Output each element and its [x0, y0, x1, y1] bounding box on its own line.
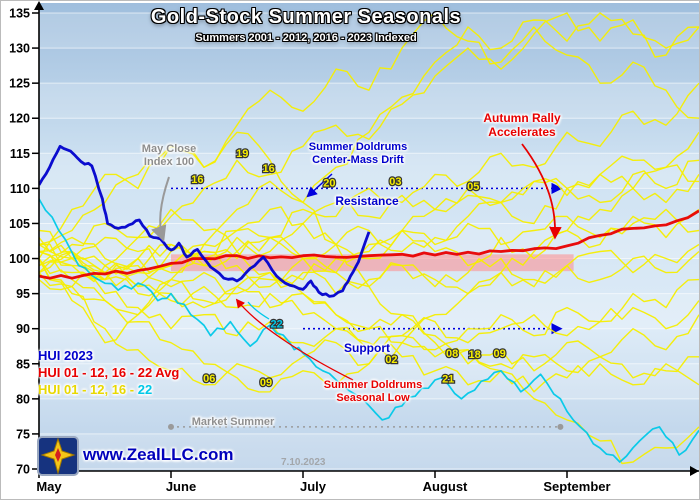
y-tick-label: 95	[16, 287, 30, 301]
series-hui-2021	[39, 243, 699, 393]
seasonal-low-arrow-icon	[235, 298, 354, 381]
series-hui-01-12-16-22-avg	[39, 209, 699, 280]
y-tick-label: 100	[9, 252, 30, 266]
series-hui-2023	[39, 144, 371, 298]
series-hui-2009	[39, 174, 699, 393]
series-hui-2016	[39, 12, 699, 246]
series-hui-2005	[39, 131, 699, 316]
annotation-may-close-line1: May Close	[141, 143, 197, 155]
date-stamp: 7.10.2023	[281, 457, 326, 468]
y-tick-label: 80	[16, 392, 30, 406]
x-tick-label: July	[300, 479, 327, 494]
year-label: 16	[191, 174, 203, 186]
series-hui-2007	[39, 208, 699, 278]
series-hui-2012	[39, 250, 699, 351]
annotation-doldrums-line2: Center-Mass Drift	[312, 153, 404, 166]
y-tick-label: 105	[9, 217, 30, 231]
series-hui-2011	[39, 243, 699, 295]
series-hui-2010	[39, 164, 699, 274]
y-tick-label: 130	[9, 42, 30, 56]
annotation-autumn-line2: Accelerates	[488, 125, 556, 140]
y-tick-label: 110	[10, 182, 30, 196]
y-tick-label: 85	[16, 357, 30, 371]
series-hui-2017	[39, 208, 699, 274]
y-tick-label: 115	[10, 147, 30, 161]
series-hui-2020	[39, 12, 699, 344]
year-label: 21	[442, 374, 454, 386]
year-label: 09	[494, 348, 506, 360]
x-tick-label: September	[543, 479, 610, 494]
annotation-low-line1: Summer Doldrums	[323, 379, 423, 391]
annotation-resistance: Resistance	[335, 194, 399, 208]
zeal-logo	[37, 436, 79, 476]
x-tick-label: May	[36, 479, 62, 494]
year-label: 09	[260, 377, 272, 389]
annotation-support: Support	[344, 341, 390, 355]
legend-hui-years-prefix: HUI 01 - 12, 16 -	[38, 382, 138, 397]
x-tick-label: August	[423, 479, 468, 494]
year-label: 02	[385, 354, 397, 366]
annotation-seasonal-low: Summer Doldrums Seasonal Low	[324, 379, 422, 405]
doldrums-arrow-icon	[306, 173, 333, 198]
series-hui-2018	[39, 250, 699, 386]
year-label: 06	[203, 373, 215, 385]
series-hui-2019	[39, 12, 699, 274]
series-hui-2004	[39, 237, 699, 295]
annotation-may-close-line2: Index 100	[143, 155, 195, 168]
year-label: 16	[263, 163, 275, 175]
year-label: 22	[270, 318, 282, 330]
series-hui-2003	[39, 82, 699, 291]
y-tick-label: 75	[16, 427, 30, 441]
annotation-market-summer: Market Summer	[191, 416, 275, 428]
autumn-rally-arrow-icon	[521, 143, 562, 240]
y-tick-label: 120	[9, 112, 30, 126]
year-label: 19	[236, 148, 248, 160]
legend-hui-years: HUI 01 - 12, 16 - 22	[38, 382, 152, 397]
year-label: 03	[389, 176, 401, 188]
series-hui-2022	[39, 198, 699, 463]
legend-hui-2023: HUI 2023	[38, 348, 93, 363]
year-label: 05	[467, 181, 479, 193]
chart-subtitle: Summers 2001 - 2012, 2016 - 2023 Indexed	[195, 32, 417, 44]
year-label: 20	[323, 177, 335, 189]
annotation-doldrums-line1: Summer Doldrums	[308, 141, 408, 153]
annotation-autumn-rally: Autumn Rally Accelerates	[483, 111, 560, 139]
year-label: 08	[446, 348, 458, 360]
annotation-doldrums-drift: Summer Doldrums Center-Mass Drift	[309, 141, 407, 167]
y-tick-label: 125	[9, 77, 30, 91]
zeal-website-link[interactable]: www.ZealLLC.com	[83, 445, 234, 464]
y-tick-label: 70	[16, 463, 30, 477]
annotation-may-close: May Close Index 100	[142, 143, 196, 169]
series-layer	[39, 12, 699, 465]
year-label: 18	[468, 349, 480, 361]
x-axis-arrow-icon	[690, 466, 699, 476]
may-close-arrow-icon	[151, 176, 170, 243]
annotation-low-line2: Seasonal Low	[336, 391, 410, 404]
chart-title: Gold-Stock Summer Seasonals	[150, 6, 462, 28]
y-tick-label: 90	[16, 322, 30, 336]
y-tick-label: 135	[9, 7, 30, 21]
zeal-logo-center-diamond	[55, 448, 61, 462]
x-tick-label: June	[166, 479, 196, 494]
annotation-autumn-line1: Autumn Rally	[483, 111, 561, 125]
y-axis-arrow-icon	[34, 1, 44, 10]
legend-hui-year-22: 22	[137, 382, 153, 397]
legend-hui-average: HUI 01 - 12, 16 - 22 Avg	[38, 365, 180, 380]
year-22-pointer-icon	[247, 301, 270, 320]
